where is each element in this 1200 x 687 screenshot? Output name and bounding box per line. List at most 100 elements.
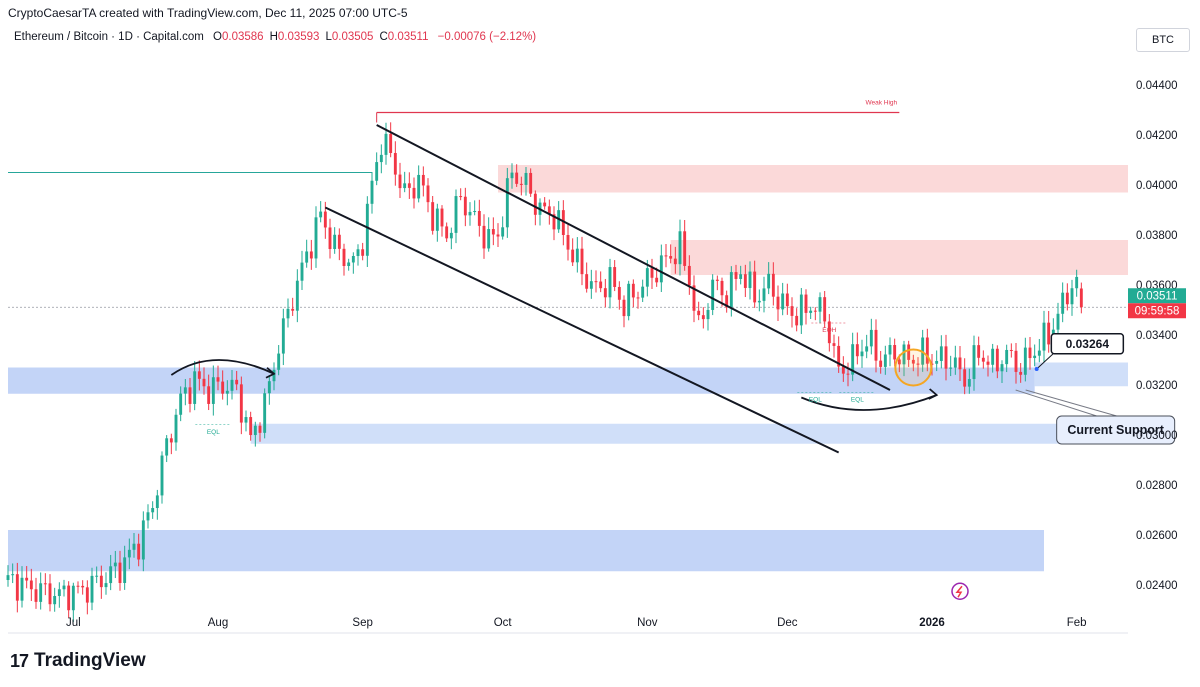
candle — [132, 543, 136, 550]
candle — [1056, 313, 1060, 330]
callout-anchor-dot — [1034, 367, 1039, 371]
candle — [603, 288, 607, 298]
candle — [211, 377, 215, 404]
candle — [627, 283, 631, 317]
ohlc-key-l: L — [325, 31, 332, 43]
candle — [267, 381, 271, 394]
candle — [151, 508, 155, 513]
zone-supply-1 — [670, 240, 1128, 275]
candle — [95, 575, 99, 577]
candle — [552, 214, 556, 230]
candle — [403, 183, 407, 189]
candle — [580, 248, 584, 275]
candle — [519, 183, 523, 185]
event-bolt-glyph — [955, 585, 963, 598]
candle — [314, 217, 318, 259]
candle — [449, 232, 453, 239]
candle — [608, 267, 612, 298]
candle — [1000, 364, 1004, 372]
candle — [281, 318, 285, 354]
tradingview-logo[interactable]: 17 TradingView — [10, 650, 146, 672]
callout-price-label: 0.03264 — [1066, 337, 1110, 351]
event-bolt-icon[interactable] — [951, 582, 969, 600]
callout-box-price[interactable] — [1050, 333, 1125, 355]
currency-unit-button[interactable]: BTC — [1136, 28, 1190, 52]
candle — [440, 208, 444, 227]
candle — [809, 310, 813, 313]
candle — [81, 585, 85, 588]
candle — [188, 387, 192, 404]
candle — [197, 371, 201, 379]
candle — [1079, 288, 1083, 308]
candle — [879, 360, 883, 367]
candle — [109, 566, 113, 584]
candle — [20, 577, 24, 601]
candle — [113, 562, 117, 567]
candle — [510, 172, 514, 179]
zone-demand-2 — [8, 367, 1035, 394]
candle — [818, 297, 822, 312]
candle — [683, 231, 687, 266]
publication-credit: CryptoCaesarTA created with TradingView.… — [8, 6, 408, 20]
candle — [468, 211, 472, 216]
candle — [67, 585, 71, 611]
candle — [753, 271, 757, 303]
candle — [771, 273, 775, 297]
y-axis-tick-label: 0.03000 — [1136, 430, 1178, 442]
zone-demand_light-4 — [250, 423, 1128, 444]
candle — [328, 227, 332, 250]
candle — [860, 351, 864, 357]
candle — [636, 297, 640, 299]
y-axis-tick-label: 0.04000 — [1136, 180, 1178, 192]
callout-box-support[interactable] — [1056, 415, 1176, 445]
tradingview-logo-text: TradingView — [34, 650, 146, 671]
candle — [655, 277, 659, 283]
candle — [426, 185, 430, 203]
candle — [762, 288, 766, 301]
candle — [725, 295, 729, 308]
symbol-title[interactable]: Ethereum / Bitcoin · 1D · Capital.com — [14, 31, 204, 43]
candle — [351, 256, 355, 263]
candle — [678, 231, 682, 265]
ohlc-value-h: 0.03593 — [277, 31, 320, 43]
candle — [622, 299, 626, 317]
candle — [939, 346, 943, 361]
ohlc-value-o: 0.03586 — [221, 31, 264, 43]
candle — [599, 281, 603, 289]
candle — [309, 251, 313, 259]
candle — [34, 589, 38, 602]
candle — [664, 255, 668, 257]
zone-demand_light-3 — [1034, 362, 1128, 387]
callout-pointer-price — [1036, 351, 1056, 370]
candle — [445, 226, 449, 239]
candle — [790, 306, 794, 316]
candle — [743, 274, 747, 288]
candle — [183, 387, 187, 394]
candle — [25, 577, 29, 581]
candle — [11, 574, 15, 576]
y-axis-tick-label: 0.03400 — [1136, 330, 1178, 342]
candle — [991, 348, 995, 365]
candle — [244, 417, 248, 423]
candle — [57, 589, 61, 597]
candle — [258, 425, 262, 433]
candle — [673, 258, 677, 265]
candle — [1070, 288, 1074, 305]
candle — [986, 361, 990, 365]
breakout-highlight-circle — [894, 348, 933, 387]
candle — [375, 162, 379, 181]
candle — [575, 248, 579, 263]
candle — [230, 379, 234, 391]
candle — [804, 294, 808, 313]
candle — [659, 255, 663, 283]
candle — [524, 172, 528, 185]
candle — [62, 585, 66, 590]
candle — [253, 425, 257, 436]
candle — [501, 227, 505, 237]
x-axis-tick-label: Feb — [1067, 617, 1087, 629]
candle — [305, 251, 309, 263]
ohlc-key-o: O — [213, 31, 222, 43]
candle — [491, 229, 495, 235]
candle — [323, 211, 327, 228]
